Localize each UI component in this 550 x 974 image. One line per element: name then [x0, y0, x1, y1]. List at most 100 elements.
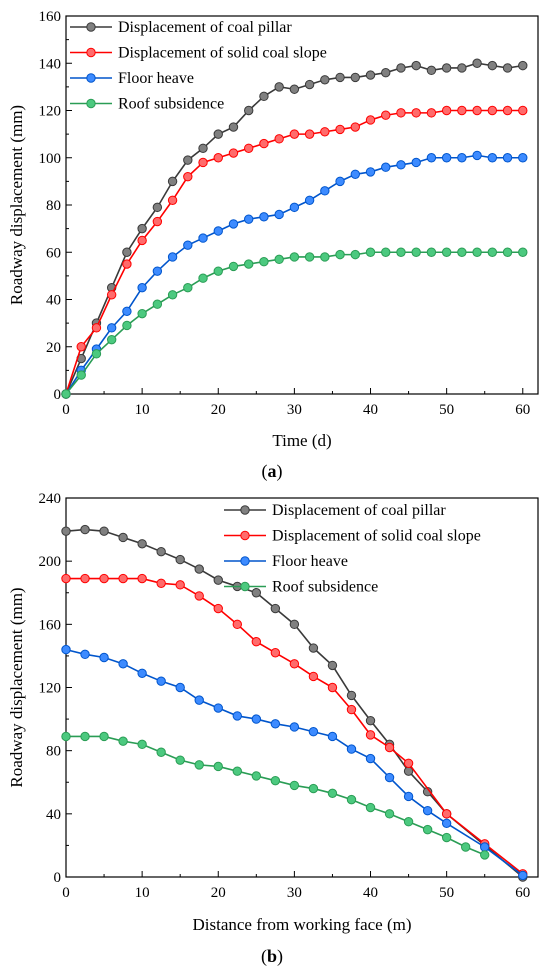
y-tick-label: 160	[39, 617, 62, 633]
data-point	[259, 212, 269, 222]
data-point	[289, 129, 300, 139]
legend-marker	[240, 530, 250, 541]
data-point	[365, 247, 376, 257]
data-point	[106, 290, 117, 300]
data-point	[80, 731, 90, 742]
data-point	[156, 578, 166, 588]
data-point	[118, 573, 128, 584]
chart-b: 0 10 20 30 40 50 60 0 40 80 120 160 200 240 Distance f…	[7, 491, 539, 967]
data-point	[270, 719, 281, 729]
data-point	[251, 714, 262, 724]
data-point	[61, 731, 71, 742]
data-point	[384, 742, 395, 753]
data-point	[183, 282, 193, 293]
data-point	[335, 72, 345, 83]
data-point	[480, 842, 490, 852]
y-tick-label: 160	[39, 9, 62, 25]
data-point	[156, 546, 166, 557]
data-point	[251, 771, 262, 781]
series-line	[65, 154, 523, 395]
data-point	[441, 818, 452, 829]
data-point	[518, 870, 528, 881]
data-point	[518, 247, 528, 257]
data-point	[320, 75, 330, 85]
y-tick-label: 0	[54, 387, 62, 403]
data-point	[152, 202, 163, 213]
data-point	[403, 791, 414, 802]
data-point	[228, 261, 239, 272]
x-tick-label: 0	[62, 402, 70, 418]
legend-marker	[240, 581, 250, 592]
data-point	[441, 105, 452, 116]
data-point	[259, 91, 269, 102]
x-tick-label: 30	[287, 885, 302, 901]
figure-caption: (a)	[262, 461, 283, 482]
data-point	[381, 110, 391, 120]
data-point	[289, 252, 300, 262]
data-point	[308, 671, 319, 682]
data-point	[259, 138, 269, 149]
data-point	[76, 342, 86, 352]
y-axis-title: Roadway displacement (mm)	[7, 587, 26, 787]
y-tick-label: 120	[39, 681, 62, 697]
data-point	[61, 526, 71, 536]
x-tick-label: 10	[135, 402, 150, 418]
legend-label: Roof subsidence	[118, 96, 224, 113]
data-point	[304, 195, 315, 205]
data-point	[259, 257, 269, 267]
data-point	[289, 722, 300, 732]
data-point	[327, 682, 338, 693]
legend-label: Floor heave	[272, 553, 348, 570]
legend-label: Roof subsidence	[272, 579, 378, 596]
y-tick-label: 20	[46, 340, 61, 356]
data-point	[384, 772, 395, 783]
x-tick-label: 60	[515, 402, 530, 418]
data-point	[411, 157, 421, 168]
data-point	[118, 532, 128, 543]
data-point	[289, 619, 300, 630]
data-point	[457, 247, 467, 257]
data-point	[403, 817, 414, 827]
x-tick-label: 50	[439, 885, 454, 901]
data-point	[403, 758, 414, 768]
data-point	[381, 68, 391, 78]
data-point	[99, 652, 109, 663]
data-point	[346, 744, 357, 754]
data-point	[137, 739, 147, 750]
data-point	[289, 780, 300, 791]
data-point	[350, 249, 360, 260]
data-point	[411, 108, 421, 118]
data-point	[365, 167, 376, 177]
data-point	[167, 290, 178, 300]
data-point	[320, 252, 330, 262]
data-point	[396, 108, 406, 118]
series-line	[66, 577, 524, 875]
data-point	[167, 176, 178, 187]
data-point	[365, 753, 376, 764]
data-point	[487, 60, 498, 71]
data-point	[365, 70, 376, 80]
data-point	[346, 794, 357, 805]
y-tick-label: 100	[39, 151, 62, 167]
data-point	[327, 660, 338, 671]
data-point	[228, 148, 239, 158]
data-point	[487, 105, 498, 116]
data-point	[274, 82, 284, 92]
data-point	[232, 619, 242, 630]
legend-label: Floor heave	[118, 70, 194, 87]
data-point	[122, 306, 132, 317]
data-point	[335, 124, 345, 135]
data-point	[244, 214, 254, 224]
x-tick-label: 20	[211, 402, 226, 418]
data-point	[156, 747, 166, 757]
data-point	[441, 153, 452, 163]
series-line	[65, 251, 523, 395]
data-point	[76, 370, 86, 380]
data-point	[167, 252, 178, 262]
data-point	[137, 282, 147, 293]
data-point	[480, 850, 490, 860]
data-point	[244, 259, 254, 269]
data-point	[175, 554, 185, 565]
data-point	[213, 129, 223, 139]
legend-label: Displacement of coal pillar	[272, 502, 446, 519]
